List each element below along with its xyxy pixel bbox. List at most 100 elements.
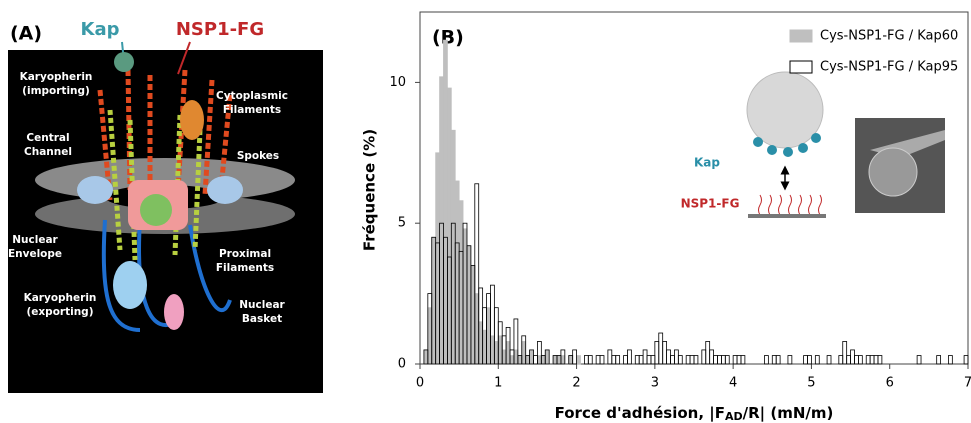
bar — [826, 355, 832, 365]
bar — [916, 355, 922, 365]
bar — [611, 355, 617, 365]
bar — [873, 355, 879, 365]
bar — [865, 355, 871, 365]
callout-label: Nuclear — [239, 299, 285, 311]
bar — [877, 355, 883, 365]
bar — [537, 341, 542, 365]
bar — [443, 39, 448, 365]
bar — [658, 332, 664, 365]
callout-label: Cytoplasmic — [216, 90, 288, 102]
bar — [713, 355, 718, 365]
bar — [576, 355, 581, 365]
bar — [513, 318, 519, 365]
bar — [587, 355, 593, 365]
x-tick-label: 3 — [651, 376, 659, 391]
bar — [740, 355, 746, 365]
bar — [607, 349, 613, 365]
callout-label: (exporting) — [26, 306, 93, 318]
bar — [439, 76, 444, 365]
bar — [705, 341, 711, 365]
bar — [654, 341, 660, 365]
bar — [814, 355, 820, 365]
bar — [803, 355, 808, 365]
bar — [599, 355, 605, 365]
y-axis-label: Fréquence (%) — [361, 129, 379, 251]
bar — [493, 341, 499, 365]
x-axis-label-part: Force d'adhésion, |F — [555, 404, 725, 423]
bar — [431, 236, 437, 365]
bar — [470, 265, 476, 365]
callout-label: Proximal — [219, 248, 271, 260]
bar — [497, 335, 503, 365]
bar — [650, 355, 656, 365]
bar — [560, 349, 566, 365]
x-tick-label: 6 — [886, 376, 894, 391]
bar — [736, 355, 742, 365]
bar — [423, 349, 429, 365]
x-tick-label: 5 — [807, 376, 815, 391]
kap-label: Kap — [81, 19, 120, 40]
bar — [674, 349, 679, 365]
callout-label: Filaments — [216, 262, 274, 274]
bar — [646, 355, 652, 365]
pore-illustration — [35, 41, 295, 332]
bar — [623, 355, 628, 365]
bar — [627, 349, 632, 365]
callout-label: (importing) — [22, 85, 90, 97]
y-tick-label: 0 — [398, 357, 406, 372]
bar — [552, 355, 558, 365]
bar — [615, 355, 621, 365]
bar — [486, 307, 491, 365]
bar — [595, 355, 601, 365]
bar — [685, 355, 691, 365]
bar — [490, 335, 495, 365]
bar — [771, 355, 777, 365]
bar — [525, 355, 531, 365]
callout-label: Central — [26, 132, 69, 144]
bar — [764, 355, 769, 365]
bar — [513, 349, 519, 365]
bar — [474, 293, 480, 365]
bar — [662, 341, 668, 365]
bar — [693, 355, 699, 365]
bar — [963, 355, 969, 365]
y-tick-label: 10 — [389, 75, 406, 90]
bar — [478, 321, 484, 365]
bar — [556, 355, 562, 365]
bar — [533, 355, 538, 365]
bar — [540, 355, 546, 365]
inset-schematic — [746, 71, 945, 218]
bar — [638, 355, 644, 365]
callout-label: Envelope — [8, 248, 62, 260]
bar — [642, 349, 648, 365]
inset-label: NSP1-FG — [681, 197, 740, 211]
bar — [838, 355, 844, 365]
bar — [466, 245, 472, 365]
bar — [724, 355, 730, 365]
bar — [721, 355, 726, 365]
callout-label: Karyopherin — [24, 292, 97, 304]
bar — [846, 355, 851, 365]
bar — [427, 307, 433, 365]
y-tick-label: 5 — [398, 216, 406, 231]
bar — [568, 355, 574, 365]
x-axis-label-part: /R| (mN/m) — [743, 404, 834, 423]
bar — [505, 341, 511, 365]
bar — [446, 87, 452, 365]
x-axis-label-sub: AD — [725, 410, 743, 423]
x-axis-label: Force d'adhésion, |FAD/R| (mN/m) — [555, 404, 834, 423]
bar — [854, 355, 859, 365]
bar — [521, 341, 527, 365]
bar — [521, 335, 527, 365]
bar — [936, 355, 942, 365]
x-tick-label: 4 — [729, 376, 737, 391]
bar — [869, 355, 875, 365]
bar — [858, 355, 863, 365]
bar — [529, 349, 534, 365]
bar — [732, 355, 738, 365]
callout-label: Karyopherin — [20, 71, 93, 83]
panel-label: (B) — [432, 27, 464, 49]
panel-label: (A) — [10, 23, 42, 45]
callout-label: Channel — [24, 146, 72, 158]
bar — [689, 355, 695, 365]
